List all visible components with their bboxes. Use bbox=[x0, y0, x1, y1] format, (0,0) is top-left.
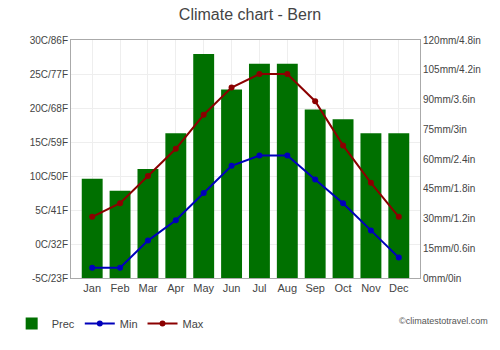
svg-text:15C/59F: 15C/59F bbox=[30, 137, 68, 148]
svg-text:©climatestotravel.com: ©climatestotravel.com bbox=[399, 316, 488, 326]
svg-text:30C/86F: 30C/86F bbox=[30, 35, 68, 46]
svg-text:5C/41F: 5C/41F bbox=[35, 205, 68, 216]
svg-text:15mm/0.6in: 15mm/0.6in bbox=[423, 243, 475, 254]
svg-text:Sep: Sep bbox=[305, 282, 325, 294]
svg-text:Jun: Jun bbox=[223, 282, 241, 294]
svg-text:Prec: Prec bbox=[52, 318, 75, 330]
svg-text:Min: Min bbox=[120, 318, 138, 330]
svg-text:75mm/3in: 75mm/3in bbox=[423, 124, 467, 135]
svg-text:Aug: Aug bbox=[278, 282, 298, 294]
svg-text:10C/50F: 10C/50F bbox=[30, 171, 68, 182]
svg-text:May: May bbox=[193, 282, 214, 294]
svg-text:30mm/1.2in: 30mm/1.2in bbox=[423, 213, 475, 224]
svg-text:20C/68F: 20C/68F bbox=[30, 103, 68, 114]
svg-text:Climate chart - Bern: Climate chart - Bern bbox=[179, 6, 321, 23]
svg-text:Apr: Apr bbox=[167, 282, 184, 294]
svg-text:Jan: Jan bbox=[83, 282, 101, 294]
svg-text:Max: Max bbox=[183, 318, 204, 330]
svg-text:Nov: Nov bbox=[361, 282, 381, 294]
svg-text:Mar: Mar bbox=[138, 282, 157, 294]
svg-text:90mm/3.6in: 90mm/3.6in bbox=[423, 94, 475, 105]
svg-text:-5C/23F: -5C/23F bbox=[32, 273, 68, 284]
svg-text:25C/77F: 25C/77F bbox=[30, 69, 68, 80]
svg-text:Feb: Feb bbox=[111, 282, 130, 294]
svg-text:0mm/0in: 0mm/0in bbox=[423, 273, 461, 284]
svg-text:0C/32F: 0C/32F bbox=[35, 239, 68, 250]
svg-text:Oct: Oct bbox=[334, 282, 351, 294]
svg-text:105mm/4.2in: 105mm/4.2in bbox=[423, 64, 481, 75]
svg-text:120mm/4.8in: 120mm/4.8in bbox=[423, 35, 481, 46]
svg-text:60mm/2.4in: 60mm/2.4in bbox=[423, 154, 475, 165]
svg-text:Jul: Jul bbox=[252, 282, 266, 294]
svg-text:Dec: Dec bbox=[389, 282, 409, 294]
svg-text:45mm/1.8in: 45mm/1.8in bbox=[423, 183, 475, 194]
